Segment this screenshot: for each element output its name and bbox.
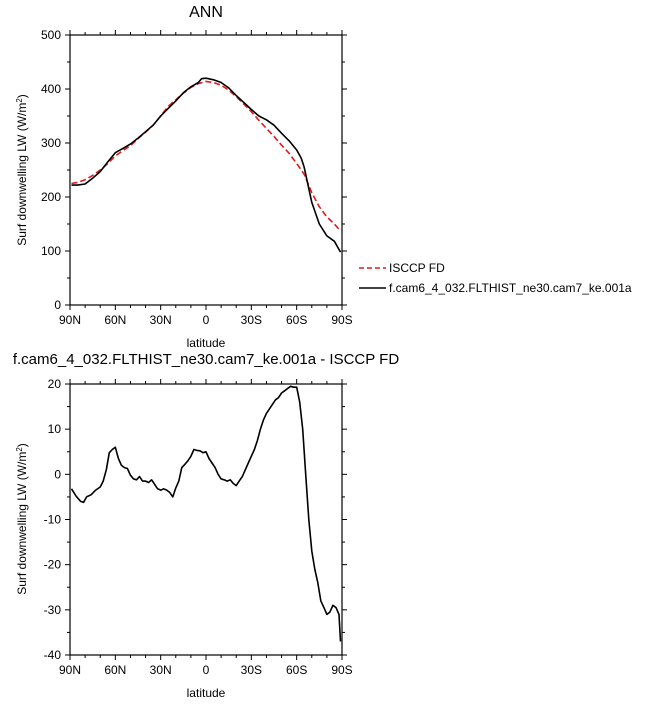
legend-label-model: f.cam6_4_032.FLTHIST_ne30.cam7_ke.001a: [389, 281, 632, 295]
model-line: [71, 77, 342, 253]
y-tick-label: 100: [41, 244, 61, 258]
plot-frame: [69, 34, 343, 306]
x-axis-label: latitude: [187, 336, 226, 350]
y-tick-label: 200: [41, 190, 61, 204]
x-tick-label: 90S: [331, 313, 352, 327]
y-tick-label: -30: [44, 603, 62, 617]
plot-lines: [71, 77, 342, 253]
x-tick-label: 90S: [331, 663, 352, 677]
x-axis-label: latitude: [187, 686, 226, 700]
x-tick-label: 30S: [241, 313, 262, 327]
model-line: [70, 385, 342, 642]
x-tick-label: 60S: [286, 663, 307, 677]
y-axis-label: Surf downwelling LW (W/m2): [15, 443, 30, 595]
y-tick-label: 0: [54, 298, 61, 312]
difference-panel: f.cam6_4_032.FLTHIST_ne30.cam7_ke.001a -…: [13, 351, 399, 700]
mean-panel: ANN Surf downwelling LW (W/m2) latitude …: [15, 4, 632, 350]
y-tick-label: 20: [48, 377, 62, 391]
x-tick-label: 0: [203, 313, 210, 327]
y-tick-label: 500: [41, 28, 61, 42]
y-tick-label: 10: [48, 422, 62, 436]
axis-ticks: 90N 60N 30N 0 30S 60S 90S -40 -30 -20 -10 0 10 20: [44, 377, 353, 677]
plot-lines: [70, 385, 342, 642]
isccp-line: [71, 80, 342, 232]
chart-title: ANN: [189, 4, 223, 21]
legend-label-isccp: ISCCP FD: [389, 261, 445, 275]
y-tick-label: 0: [54, 467, 61, 481]
plot-frame: [69, 383, 343, 656]
x-tick-label: 90N: [59, 313, 81, 327]
chart-title: f.cam6_4_032.FLTHIST_ne30.cam7_ke.001a -…: [13, 351, 399, 368]
x-tick-label: 0: [203, 663, 210, 677]
x-tick-label: 60N: [104, 663, 126, 677]
y-tick-label: -40: [44, 648, 62, 662]
legend: ISCCP FD f.cam6_4_032.FLTHIST_ne30.cam7_…: [359, 261, 632, 295]
x-tick-label: 60N: [104, 313, 126, 327]
x-tick-label: 60S: [286, 313, 307, 327]
y-tick-label: -10: [44, 513, 62, 527]
x-tick-label: 30S: [241, 663, 262, 677]
y-tick-label: -20: [44, 558, 62, 572]
y-tick-label: 300: [41, 136, 61, 150]
axis-ticks: 90N 60N 30N 0 30S 60S 90S 0 100 200 300 400 500: [41, 28, 353, 327]
y-axis-label: Surf downwelling LW (W/m2): [15, 94, 30, 246]
x-tick-label: 90N: [59, 663, 81, 677]
x-tick-label: 30N: [150, 313, 172, 327]
x-tick-label: 30N: [150, 663, 172, 677]
y-tick-label: 400: [41, 82, 61, 96]
